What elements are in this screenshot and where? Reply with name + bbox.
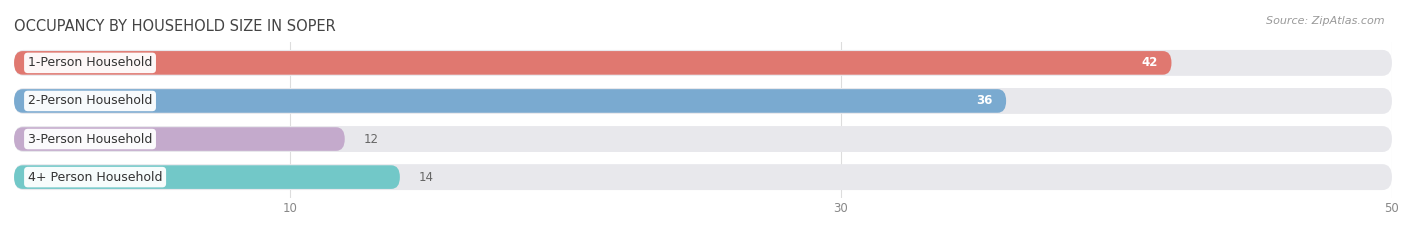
Text: 42: 42 <box>1142 56 1157 69</box>
Text: 12: 12 <box>364 133 380 146</box>
FancyBboxPatch shape <box>14 50 1392 76</box>
Text: 3-Person Household: 3-Person Household <box>28 133 152 146</box>
FancyBboxPatch shape <box>14 165 399 189</box>
Text: Source: ZipAtlas.com: Source: ZipAtlas.com <box>1267 16 1385 26</box>
FancyBboxPatch shape <box>14 51 1171 75</box>
FancyBboxPatch shape <box>14 126 1392 152</box>
Text: OCCUPANCY BY HOUSEHOLD SIZE IN SOPER: OCCUPANCY BY HOUSEHOLD SIZE IN SOPER <box>14 19 336 34</box>
FancyBboxPatch shape <box>14 88 1392 114</box>
FancyBboxPatch shape <box>14 89 1007 113</box>
Text: 36: 36 <box>976 94 993 107</box>
Text: 1-Person Household: 1-Person Household <box>28 56 152 69</box>
Text: 14: 14 <box>419 171 434 184</box>
Text: 4+ Person Household: 4+ Person Household <box>28 171 162 184</box>
FancyBboxPatch shape <box>14 164 1392 190</box>
FancyBboxPatch shape <box>14 127 344 151</box>
Text: 2-Person Household: 2-Person Household <box>28 94 152 107</box>
